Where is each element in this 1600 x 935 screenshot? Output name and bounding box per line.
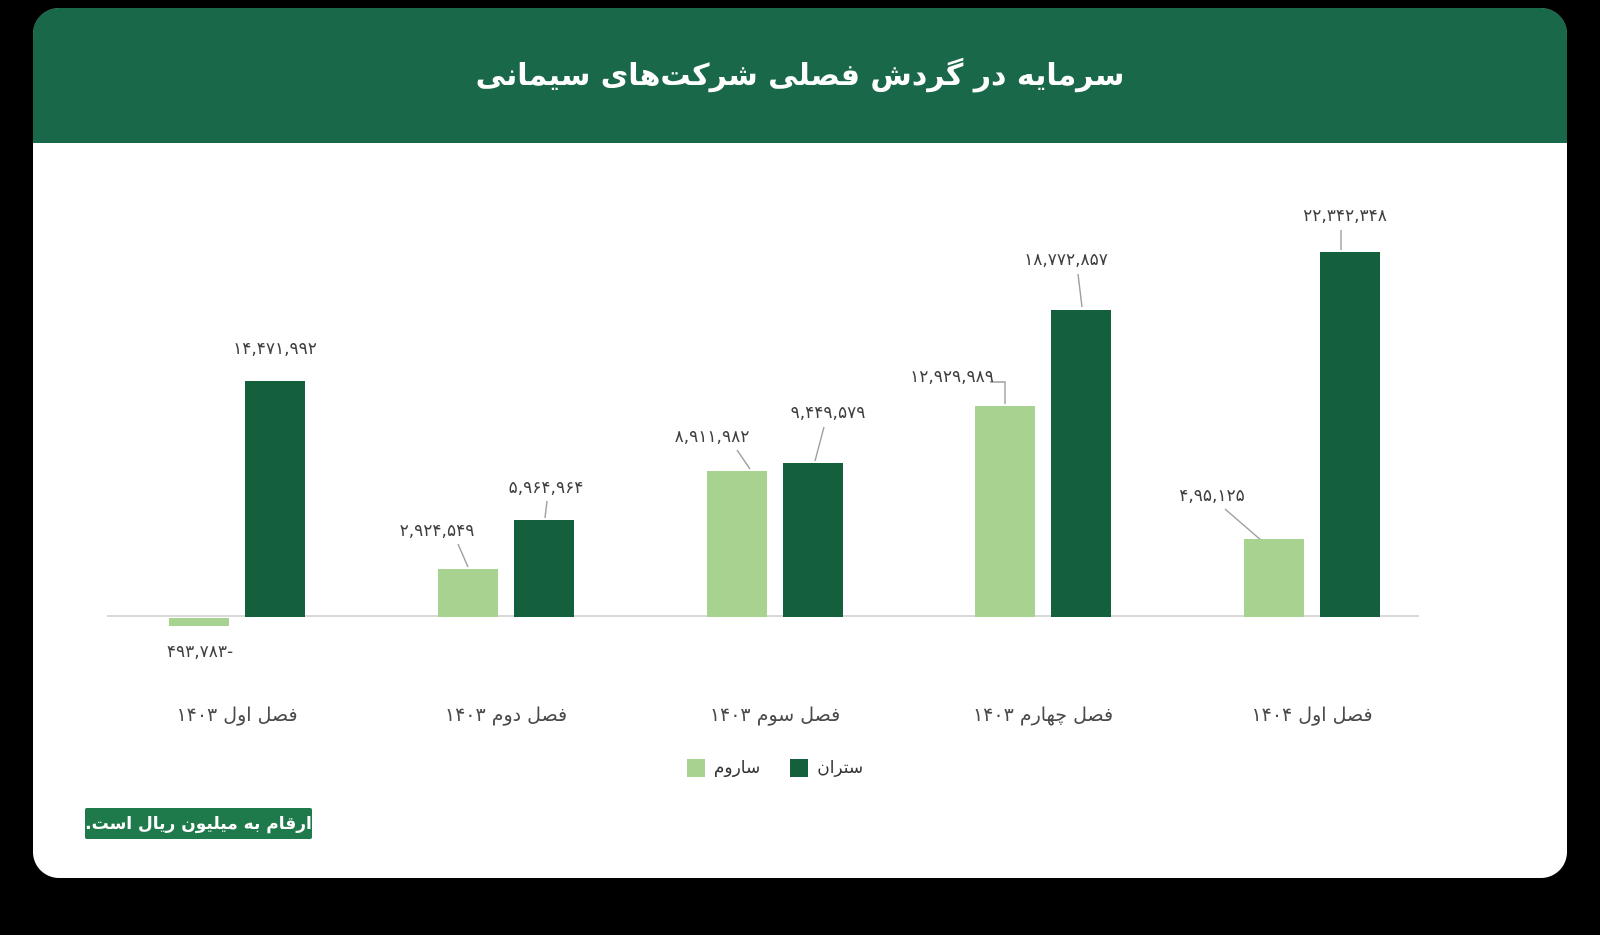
x-tick-label-2: فصل دوم ۱۴۰۳: [444, 704, 568, 726]
bar-light-group-3: [707, 471, 767, 617]
legend: ساروم ستران: [0, 758, 1550, 778]
bar-dark-group-5: [1320, 252, 1380, 617]
value-label-light-group-3: ۸,۹۱۱,۹۸۲: [674, 427, 750, 447]
leader-line: [814, 426, 825, 462]
bar-dark-group-4: [1051, 310, 1111, 617]
chart-header: سرمایه در گردش فصلی شرکت‌های سیمانی: [33, 8, 1567, 143]
legend-swatch: [790, 759, 809, 777]
value-label-dark-group-4: ۱۸,۷۷۲,۸۵۷: [1024, 250, 1108, 270]
legend-label: ساروم: [713, 758, 761, 778]
bar-light-group-2: [438, 569, 498, 617]
value-label-light-group-2: ۲,۹۲۴,۵۴۹: [399, 521, 475, 541]
bar-light-group-5: [1244, 539, 1304, 617]
value-label-dark-group-5: ۲۲,۳۴۲,۳۴۸: [1303, 206, 1387, 226]
legend-item-1: ساروم: [686, 758, 761, 778]
chart-title: سرمایه در گردش فصلی شرکت‌های سیمانی: [475, 58, 1125, 93]
leader-line: [544, 500, 548, 519]
bar-dark-group-2: [514, 520, 574, 617]
unit-note-badge: ارقام به میلیون ریال است.: [85, 808, 312, 839]
leader-line: [457, 543, 469, 568]
bar-dark-group-1: [245, 381, 305, 617]
value-label-dark-group-3: ۹,۴۴۹,۵۷۹: [790, 403, 866, 423]
leader-line: [1077, 273, 1083, 308]
leader-line: [1224, 508, 1263, 542]
bar-light-group-1: [169, 618, 229, 626]
value-label-dark-group-1: ۱۴,۴۷۱,۹۹۲: [233, 339, 317, 359]
x-tick-label-5: فصل اول ۱۴۰۴: [1251, 704, 1373, 726]
value-label-light-group-5: ۴,۹۵,۱۲۵: [1179, 486, 1245, 506]
x-tick-label-4: فصل چهارم ۱۴۰۳: [972, 704, 1114, 726]
value-label-light-group-4: ۱۲,۹۲۹,۹۸۹: [910, 367, 994, 387]
legend-swatch: [686, 759, 705, 777]
value-label-light-group-1: ۴۹۳,۷۸۳-: [166, 642, 234, 662]
legend-item-2: ستران: [790, 758, 863, 778]
bar-light-group-4: [975, 406, 1035, 617]
unit-note-text: ارقام به میلیون ریال است.: [85, 813, 312, 834]
x-tick-label-1: فصل اول ۱۴۰۳: [176, 704, 298, 726]
x-tick-label-3: فصل سوم ۱۴۰۳: [709, 704, 841, 726]
value-label-dark-group-2: ۵,۹۶۴,۹۶۴: [508, 478, 584, 498]
leader-line: [736, 449, 751, 470]
legend-label: ستران: [817, 758, 864, 778]
bar-dark-group-3: [783, 463, 843, 617]
